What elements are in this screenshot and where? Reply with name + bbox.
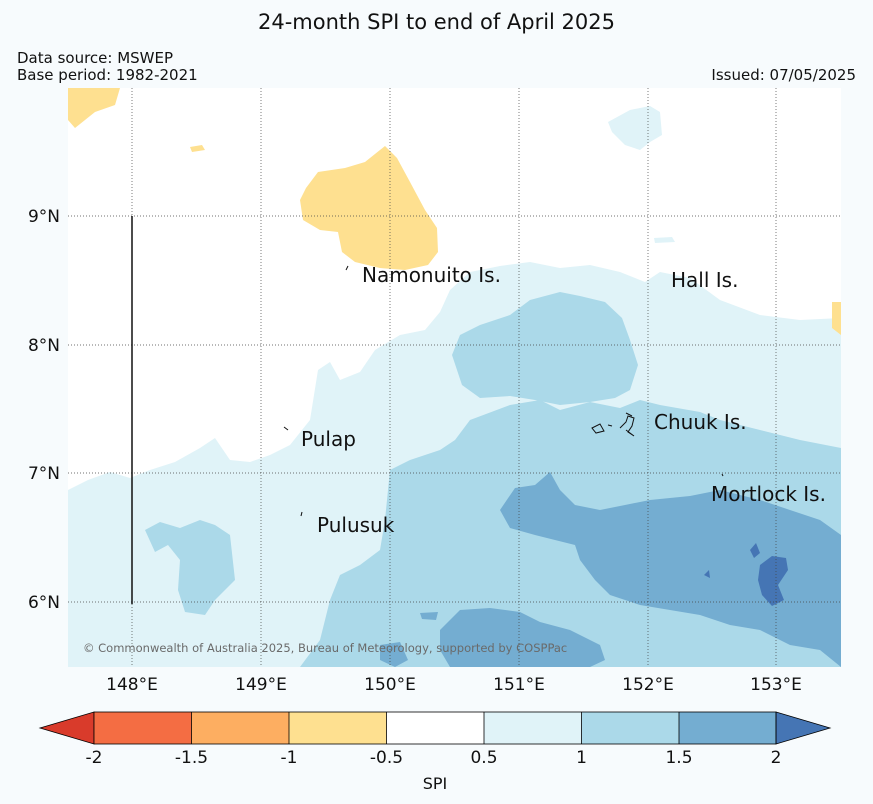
spi-zone-1-1.5-north [452, 292, 638, 405]
lon-label-153e: 153°E [750, 675, 802, 695]
spi-zone-minus1-minus0.5 [300, 146, 438, 270]
colorbar-segment-5 [484, 712, 582, 744]
label-mortlock: Mortlock Is. [711, 482, 826, 506]
lat-label-6n: 6°N [28, 593, 60, 613]
issued-date: Issued: 07/05/2025 [711, 66, 856, 84]
tick-2: 2 [771, 748, 782, 768]
place-labels: Namonuito Is. Hall Is. Pulap Chuuk Is. P… [301, 263, 826, 537]
lat-label-7n: 7°N [28, 464, 60, 484]
tick-1.5: 1.5 [665, 748, 692, 768]
colorbar-segment-2 [191, 712, 289, 744]
colorbar-segment-3 [289, 712, 387, 744]
colorbar-high-arrow [775, 711, 832, 745]
lon-label-148e: 148°E [106, 675, 158, 695]
label-hall: Hall Is. [671, 268, 738, 292]
tick-0.5: 0.5 [470, 748, 497, 768]
colorbar-segment-7 [679, 712, 776, 744]
lat-label-8n: 8°N [28, 336, 60, 356]
graticule [68, 88, 841, 667]
label-namonuito: Namonuito Is. [362, 263, 501, 287]
lon-label-152e: 152°E [622, 675, 674, 695]
tick-minus-2: -2 [86, 748, 103, 768]
colorbar-label: SPI [423, 774, 448, 793]
tick-minus-0.5: -0.5 [370, 748, 403, 768]
spi-zone-1.5-2 [440, 472, 841, 667]
spi-zone-1.5-2-small [380, 612, 438, 667]
lon-label-149e: 149°E [235, 675, 287, 695]
lon-label-150e: 150°E [364, 675, 416, 695]
tick-1: 1 [576, 748, 587, 768]
data-source: Data source: MSWEP [17, 49, 174, 67]
lon-axis: 148°E 149°E 150°E 151°E 152°E 153°E [106, 675, 802, 695]
copyright-notice: © Commonwealth of Australia 2025, Bureau… [83, 641, 567, 655]
lat-label-9n: 9°N [28, 207, 60, 227]
colorbar-segment-6 [581, 712, 679, 744]
spi-zone-0.5-1-small [654, 237, 675, 243]
colorbar-ticks: -2 -1.5 -1 -0.5 0.5 1 1.5 2 [86, 748, 782, 768]
lat-axis: 9°N 8°N 7°N 6°N [28, 207, 60, 613]
colorbar-segment-1 [94, 712, 192, 744]
map-title: 24-month SPI to end of April 2025 [257, 10, 616, 34]
tick-minus-1.5: -1.5 [175, 748, 208, 768]
label-pulusuk: Pulusuk [317, 513, 395, 537]
colorbar-low-arrow [38, 711, 95, 745]
spi-zone-0.5-1-north [608, 106, 662, 150]
base-period: Base period: 1982-2021 [17, 66, 198, 84]
tick-minus-1: -1 [281, 748, 298, 768]
island-outlines [283, 265, 724, 517]
label-pulap: Pulap [301, 427, 356, 451]
spi-zone-dry-northwest [68, 88, 120, 128]
spi-zone-above-2 [704, 543, 788, 606]
colorbar-segment-4 [386, 712, 484, 744]
label-chuuk: Chuuk Is. [654, 410, 747, 434]
lon-label-151e: 151°E [493, 675, 545, 695]
